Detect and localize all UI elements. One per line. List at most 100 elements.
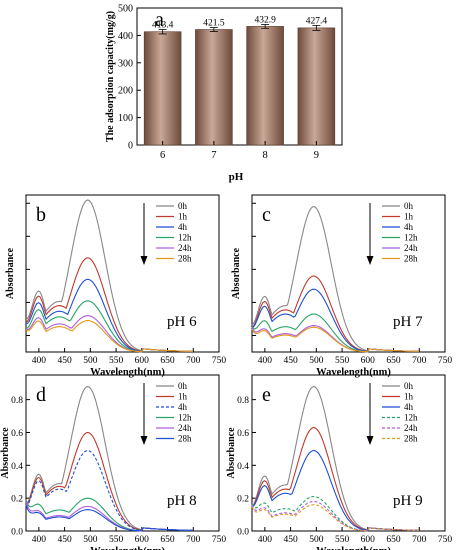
legend-label: 28h [404, 434, 418, 444]
legend-label: 12h [404, 413, 418, 423]
legend-label: 28h [178, 254, 192, 264]
legend-label: 0h [404, 381, 414, 391]
legend-label: 4h [404, 222, 414, 232]
x-axis-label: Wavelength(nm) [316, 546, 391, 550]
legend-label: 28h [404, 254, 418, 264]
legend-label: 4h [178, 222, 188, 232]
y-tick-label: 0.6 [11, 429, 23, 439]
legend-label: 4h [178, 402, 188, 412]
x-tick-label: 700 [412, 535, 427, 545]
x-tick-label: 7 [211, 150, 216, 161]
panel-letter: e [262, 384, 271, 406]
x-tick-label: 750 [438, 356, 453, 366]
legend-label: 0h [404, 201, 414, 211]
x-tick-label: 450 [283, 356, 298, 366]
panel-c: 400 450 500 550 600 650 700 750 Wavelength(nm) Ab… [231, 194, 453, 378]
bar [143, 31, 182, 146]
x-tick-label: 650 [386, 535, 401, 545]
x-tick-label: 9 [314, 150, 319, 161]
x-tick-label: 450 [283, 535, 298, 545]
x-tick-label: 500 [83, 535, 98, 545]
x-tick-label: 650 [160, 535, 175, 545]
y-tick-label: 0.4 [11, 462, 23, 472]
plot-frame [251, 194, 446, 353]
panel-letter: d [36, 384, 46, 406]
data-label: 427.4 [306, 16, 328, 26]
legend-label: 28h [178, 434, 192, 444]
legend-label: 0h [178, 381, 188, 391]
x-tick-label: 750 [212, 535, 227, 545]
y-axis-label: The adsorption capacity(mg/g) [105, 11, 116, 142]
x-tick-label: 600 [135, 535, 150, 545]
x-tick-label: 700 [186, 535, 201, 545]
x-tick-label: 600 [361, 535, 376, 545]
panel-letter: a [155, 9, 164, 31]
legend-label: 1h [404, 212, 414, 222]
y-tick-label: 0.2 [237, 495, 249, 505]
legend-label: 12h [404, 233, 418, 243]
data-label: 421.5 [203, 19, 225, 29]
x-tick-label: 550 [335, 535, 350, 545]
panel-a: 0 100 200 300 400 500 413.4 6 421.5 7 432.9 8 427.4 9… [105, 4, 343, 183]
x-tick-label: 550 [335, 356, 350, 366]
plot-frame [25, 374, 220, 532]
legend-label: 12h [178, 233, 192, 243]
arrow-head-icon [140, 436, 148, 445]
x-tick-label: 600 [135, 356, 150, 366]
y-tick-label: 100 [118, 113, 133, 124]
x-tick-label: 450 [57, 356, 72, 366]
legend-label: 24h [404, 423, 418, 433]
bar [297, 27, 336, 146]
x-axis-label: Wavelength(nm) [90, 367, 165, 378]
y-axis-label: Absorbance [5, 247, 16, 299]
x-tick-label: 700 [186, 356, 201, 366]
bar [195, 29, 233, 146]
legend-label: 1h [178, 212, 188, 222]
series-line-12h [251, 495, 419, 532]
legend-label: 0h [178, 201, 188, 211]
y-tick-label: 0.0 [237, 528, 249, 538]
annotation: pH 7 [393, 314, 423, 330]
x-axis-label: pH [229, 171, 244, 183]
x-tick-label: 450 [57, 535, 72, 545]
plot-frame [25, 194, 220, 353]
x-tick-label: 400 [32, 356, 47, 366]
legend-label: 24h [178, 423, 192, 433]
panel-letter: b [36, 204, 46, 226]
y-tick-label: 0.8 [237, 396, 249, 406]
x-tick-label: 400 [32, 535, 47, 545]
x-tick-label: 550 [109, 535, 124, 545]
series-line-24h [251, 500, 419, 532]
x-tick-label: 500 [309, 535, 324, 545]
legend-label: 12h [178, 413, 192, 423]
y-tick-label: 0.4 [237, 462, 249, 472]
data-label: 432.9 [254, 15, 276, 25]
annotation: pH 9 [393, 493, 423, 509]
arrow-head-icon [140, 256, 148, 265]
x-tick-label: 650 [160, 356, 175, 366]
legend-label: 1h [178, 392, 188, 402]
panel-letter: c [262, 204, 271, 226]
y-axis-label: Absorbance [226, 427, 237, 479]
legend-label: 24h [404, 243, 418, 253]
y-tick-label: 300 [118, 58, 133, 69]
annotation: pH 6 [167, 314, 197, 330]
x-tick-label: 750 [438, 535, 453, 545]
bar [246, 26, 284, 146]
legend-label: 1h [404, 392, 414, 402]
y-tick-label: 200 [118, 86, 133, 97]
annotation: pH 8 [167, 493, 197, 509]
x-tick-label: 500 [83, 356, 98, 366]
x-axis-label: Wavelength(nm) [90, 546, 165, 550]
arrow-head-icon [366, 256, 374, 265]
x-tick-label: 8 [263, 150, 268, 161]
x-tick-label: 650 [386, 356, 401, 366]
x-tick-label: 600 [361, 356, 376, 366]
arrow-head-icon [366, 436, 374, 445]
y-tick-label: 0.6 [237, 429, 249, 439]
series-line-28h [251, 326, 419, 353]
plot-frame [136, 7, 343, 146]
panel-e: 400 450 500 550 600 650 700 750 0.0 0.2 0.4 0.6 0.8 W… [226, 374, 453, 550]
series-line-28h [25, 320, 193, 353]
